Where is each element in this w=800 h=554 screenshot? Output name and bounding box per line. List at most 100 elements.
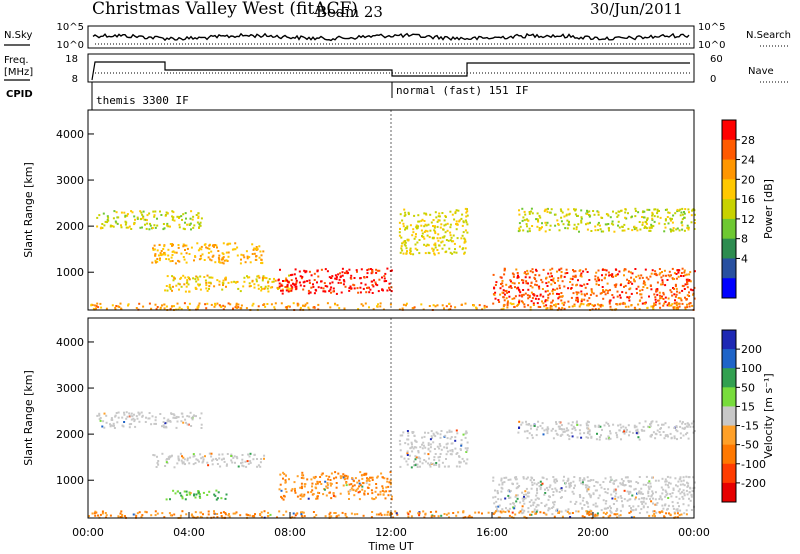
velocity-echo-cell: [512, 483, 514, 486]
power-echo-cell: [680, 221, 683, 224]
power-echo-cell: [364, 283, 367, 286]
power-echo-cell: [443, 219, 446, 222]
power-echo-cell: [437, 239, 440, 242]
velocity-echo-cell: [430, 430, 433, 433]
power-echo-cell: [438, 212, 441, 215]
velocity-echo-cell: [677, 480, 680, 483]
power-echo-cell: [481, 308, 484, 311]
power-echo-cell: [650, 226, 653, 229]
power-echo-cell: [126, 213, 129, 216]
velocity-echo-cell: [167, 456, 170, 459]
velocity-echo-cell: [583, 477, 586, 480]
power-echo-cell: [653, 220, 656, 223]
nave-label: Nave: [748, 66, 774, 77]
velocity-echo-cell: [406, 450, 409, 453]
power-echo-cell: [451, 213, 454, 216]
power-echo-cell: [669, 289, 672, 292]
power-echo-cell: [594, 225, 597, 228]
power-echo-region-6: [517, 207, 696, 233]
velocity-echo-cell: [654, 479, 657, 482]
power-echo-cell: [577, 291, 580, 294]
power-echo-cell: [595, 283, 598, 286]
power-echo-cell: [253, 247, 256, 250]
power-echo-cell: [513, 297, 516, 300]
power-echo-cell: [432, 219, 435, 222]
velocity-echo-cell: [516, 482, 519, 485]
velocity-echo-cell: [624, 484, 627, 486]
velocity-echo-cell: [572, 425, 575, 428]
velocity-echo-cell: [354, 490, 357, 492]
power-echo-cell: [388, 288, 391, 291]
power-echo-cell: [97, 306, 100, 309]
power-echo-cell: [539, 227, 542, 230]
velocity-echo-cell: [202, 491, 205, 494]
velocity-echo-cell: [467, 516, 470, 519]
power-echo-cell: [572, 292, 575, 295]
velocity-echo-cell: [647, 482, 650, 484]
velocity-echo-cell: [117, 515, 120, 518]
power-echo-cell: [517, 276, 520, 279]
power-echo-cell: [523, 303, 526, 306]
power-echo-cell: [663, 269, 666, 272]
power-echo-cell: [537, 220, 540, 223]
power-echo-cell: [641, 276, 644, 279]
power-echo-cell: [240, 258, 242, 261]
power-echo-cell: [416, 241, 419, 244]
velocity-echo-cell: [580, 482, 583, 485]
power-echo-cell: [573, 304, 576, 307]
velocity-echo-cell: [508, 514, 511, 517]
power-echo-cell: [609, 305, 612, 308]
velocity-echo-cell: [259, 461, 262, 464]
velocity-echo-cell: [423, 452, 426, 455]
power-echo-cell: [578, 230, 580, 233]
power-echo-cell: [400, 245, 403, 248]
velocity-echo-cell: [609, 509, 612, 512]
velocity-echo-cell: [386, 513, 389, 516]
velocity-echo-cell: [299, 486, 302, 489]
velocity-echo-cell: [379, 512, 382, 515]
velocity-echo-cell: [330, 472, 333, 475]
velocity-echo-cell: [278, 488, 281, 491]
velocity-echo-cell: [329, 484, 332, 487]
velocity-echo-cell: [610, 507, 612, 510]
power-echo-cell: [519, 291, 522, 294]
power-echo-cell: [185, 261, 188, 264]
velocity-echo-cell: [605, 421, 608, 424]
power-echo-cell: [342, 283, 345, 286]
velocity-echo-cell: [383, 490, 386, 493]
velocity-echo-cell: [630, 509, 633, 512]
power-echo-cell: [432, 304, 435, 307]
power-echo-cell: [281, 289, 284, 292]
velocity-echo-cell: [587, 479, 590, 482]
velocity-echo-cell: [560, 487, 563, 490]
velocity-echo-cell: [603, 424, 606, 427]
velocity-echo-cell: [598, 494, 601, 497]
power-echo-cell: [607, 289, 610, 292]
velocity-echo-cell: [635, 425, 638, 428]
power-echo-cell: [177, 282, 180, 285]
velocity-echo-cell: [198, 460, 200, 463]
velocity-echo-cell: [679, 436, 682, 439]
power-echo-cell: [576, 293, 579, 296]
velocity-echo-cell: [312, 511, 315, 513]
power-echo-cell: [426, 234, 429, 237]
velocity-echo-cell: [123, 421, 126, 423]
velocity-echo-cell: [189, 411, 192, 414]
velocity-echoes: [88, 318, 696, 520]
power-echo-cell: [240, 253, 243, 256]
velocity-echo-cell: [501, 508, 504, 511]
velocity-echo-cell: [314, 486, 317, 489]
velocity-echo-cell: [664, 478, 667, 481]
power-echo-cell: [645, 276, 648, 279]
velocity-echo-cell: [212, 458, 215, 461]
velocity-echo-cell: [266, 515, 269, 518]
velocity-echo-cell: [165, 461, 168, 464]
power-echo-cell: [336, 304, 339, 307]
power-echo-cell: [153, 215, 156, 218]
power-echo-cell: [485, 305, 488, 308]
velocity-echo-cell: [555, 432, 558, 435]
power-echo-cell: [626, 296, 629, 299]
velocity-echo-cell: [429, 465, 432, 468]
power-echo-cell: [427, 251, 430, 254]
velocity-echo-cell: [522, 511, 525, 514]
